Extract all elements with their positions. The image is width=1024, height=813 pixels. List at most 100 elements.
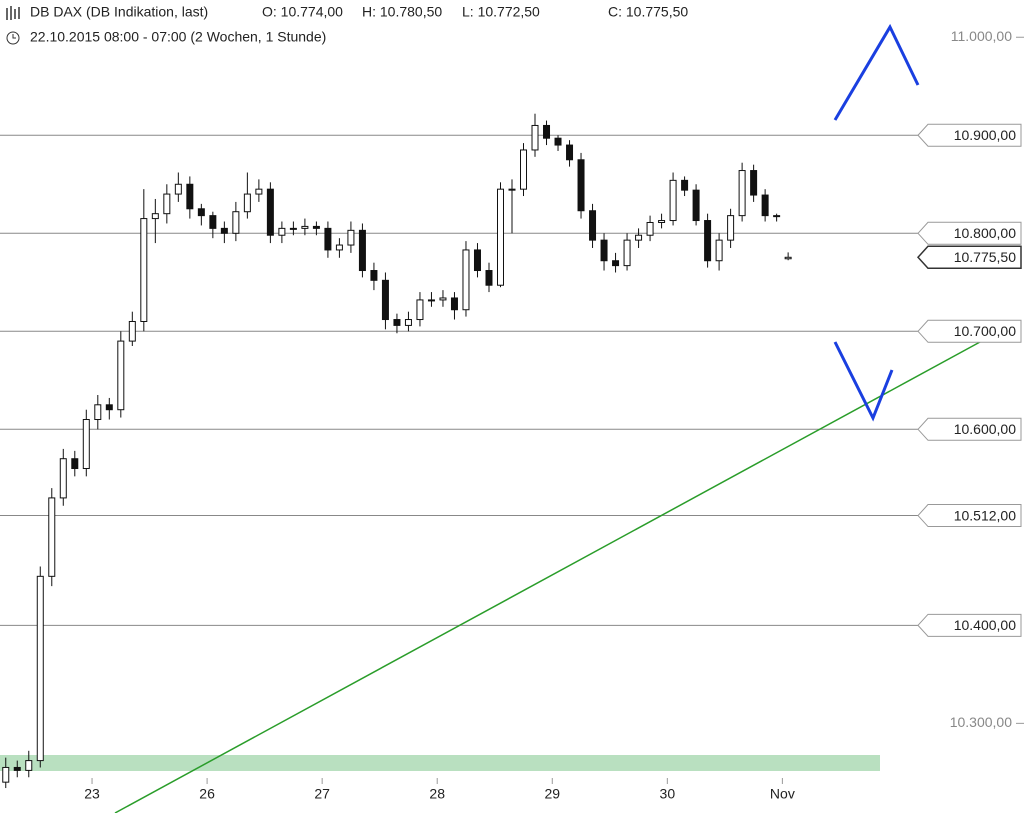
candle-body [186, 183, 194, 210]
candle-body [496, 188, 504, 286]
candle-body [531, 124, 539, 151]
candle-body [48, 497, 56, 577]
candle-body [427, 299, 435, 302]
candle-body [738, 170, 746, 217]
x-tick-label: Nov [770, 786, 795, 802]
candle-body [243, 193, 251, 213]
header-icons [6, 6, 20, 45]
last-price-label: 10.775,50 [954, 249, 1016, 265]
level-box [917, 221, 1022, 245]
candle-body [278, 227, 286, 236]
candle-body [71, 458, 79, 470]
candle-body [669, 179, 677, 222]
candle-body [358, 229, 366, 272]
candle-body [232, 211, 240, 234]
candle-body [128, 320, 136, 342]
ohlc-open: O: 10.774,00 [262, 4, 343, 20]
x-tick-label: 23 [84, 786, 100, 802]
candle-body [784, 256, 792, 260]
candle-body [600, 239, 608, 262]
candle-body [289, 227, 297, 230]
candle-body [140, 218, 148, 322]
candle-body [623, 239, 631, 267]
candle-body [727, 215, 735, 241]
ohlc-high: H: 10.780,50 [362, 4, 442, 20]
candle-body [761, 194, 769, 217]
candle-body [750, 170, 758, 196]
candle-body [554, 137, 562, 146]
candle-body [197, 208, 205, 217]
y-tick-label: 10.300,00 [950, 714, 1012, 730]
chart-subtitle: 22.10.2015 08:00 - 07:00 (2 Wochen, 1 St… [30, 29, 326, 45]
candle-body [381, 279, 389, 321]
ohlc-close: C: 10.775,50 [608, 4, 688, 20]
candle-body [704, 220, 712, 262]
candle-body [151, 213, 159, 220]
trend-line [114, 341, 981, 813]
candle-body [312, 225, 320, 229]
candle-body [681, 179, 689, 191]
candle-body [59, 458, 67, 499]
x-tick-label: 26 [199, 786, 215, 802]
candle-body [692, 189, 700, 222]
candle-body [416, 299, 424, 321]
candle-body [577, 159, 585, 212]
candle-body [646, 221, 654, 236]
candle-body [13, 766, 21, 771]
support-zone [0, 755, 880, 771]
candle-body [324, 227, 332, 251]
y-tick-label: 11.000,00 [951, 28, 1012, 44]
candle-body [347, 229, 355, 246]
down-drawing [833, 341, 894, 422]
candle-body [404, 319, 412, 326]
level-label: 10.900,00 [954, 127, 1016, 143]
candle-body [589, 210, 597, 241]
candle-body [220, 227, 228, 234]
candle-body [163, 193, 171, 215]
up-drawing [833, 23, 920, 121]
candle-body [301, 225, 309, 229]
level-label: 10.512,00 [954, 507, 1016, 523]
candle-body [473, 249, 481, 272]
candle-body [105, 404, 113, 411]
candle-body [508, 188, 516, 191]
level-box [917, 613, 1022, 637]
last-price-box [916, 245, 1022, 270]
candle-body [255, 188, 263, 195]
candle-body [94, 404, 102, 421]
candle-body [209, 215, 217, 229]
candle-body [117, 340, 125, 411]
candle-body [715, 239, 723, 262]
candle-body [612, 260, 620, 267]
candle-body [82, 419, 90, 470]
level-label: 10.600,00 [954, 421, 1016, 437]
candle-body [174, 183, 182, 195]
level-label: 10.800,00 [954, 225, 1016, 241]
level-label: 10.400,00 [954, 617, 1016, 633]
level-label: 10.700,00 [954, 323, 1016, 339]
candle-body [370, 270, 378, 281]
candle-body [635, 234, 643, 241]
candle-body [393, 319, 401, 326]
candle-body [485, 270, 493, 286]
candle-body [335, 244, 343, 251]
level-box [917, 504, 1022, 528]
candle-body [566, 144, 574, 161]
x-tick-label: 27 [314, 786, 330, 802]
candle-body [266, 188, 274, 236]
candle-body [658, 220, 666, 223]
candle-body [2, 766, 10, 783]
candle-body [462, 249, 470, 311]
level-box [917, 319, 1022, 343]
candle-body [773, 215, 781, 218]
candle-body [543, 124, 551, 139]
x-tick-label: 30 [660, 786, 676, 802]
x-tick-label: 28 [429, 786, 445, 802]
x-tick-label: 29 [544, 786, 560, 802]
level-box [917, 417, 1022, 441]
chart-title: DB DAX (DB Indikation, last) [30, 4, 208, 20]
candle-body [25, 760, 33, 771]
candle-body [36, 575, 44, 762]
candle-body [439, 297, 447, 301]
